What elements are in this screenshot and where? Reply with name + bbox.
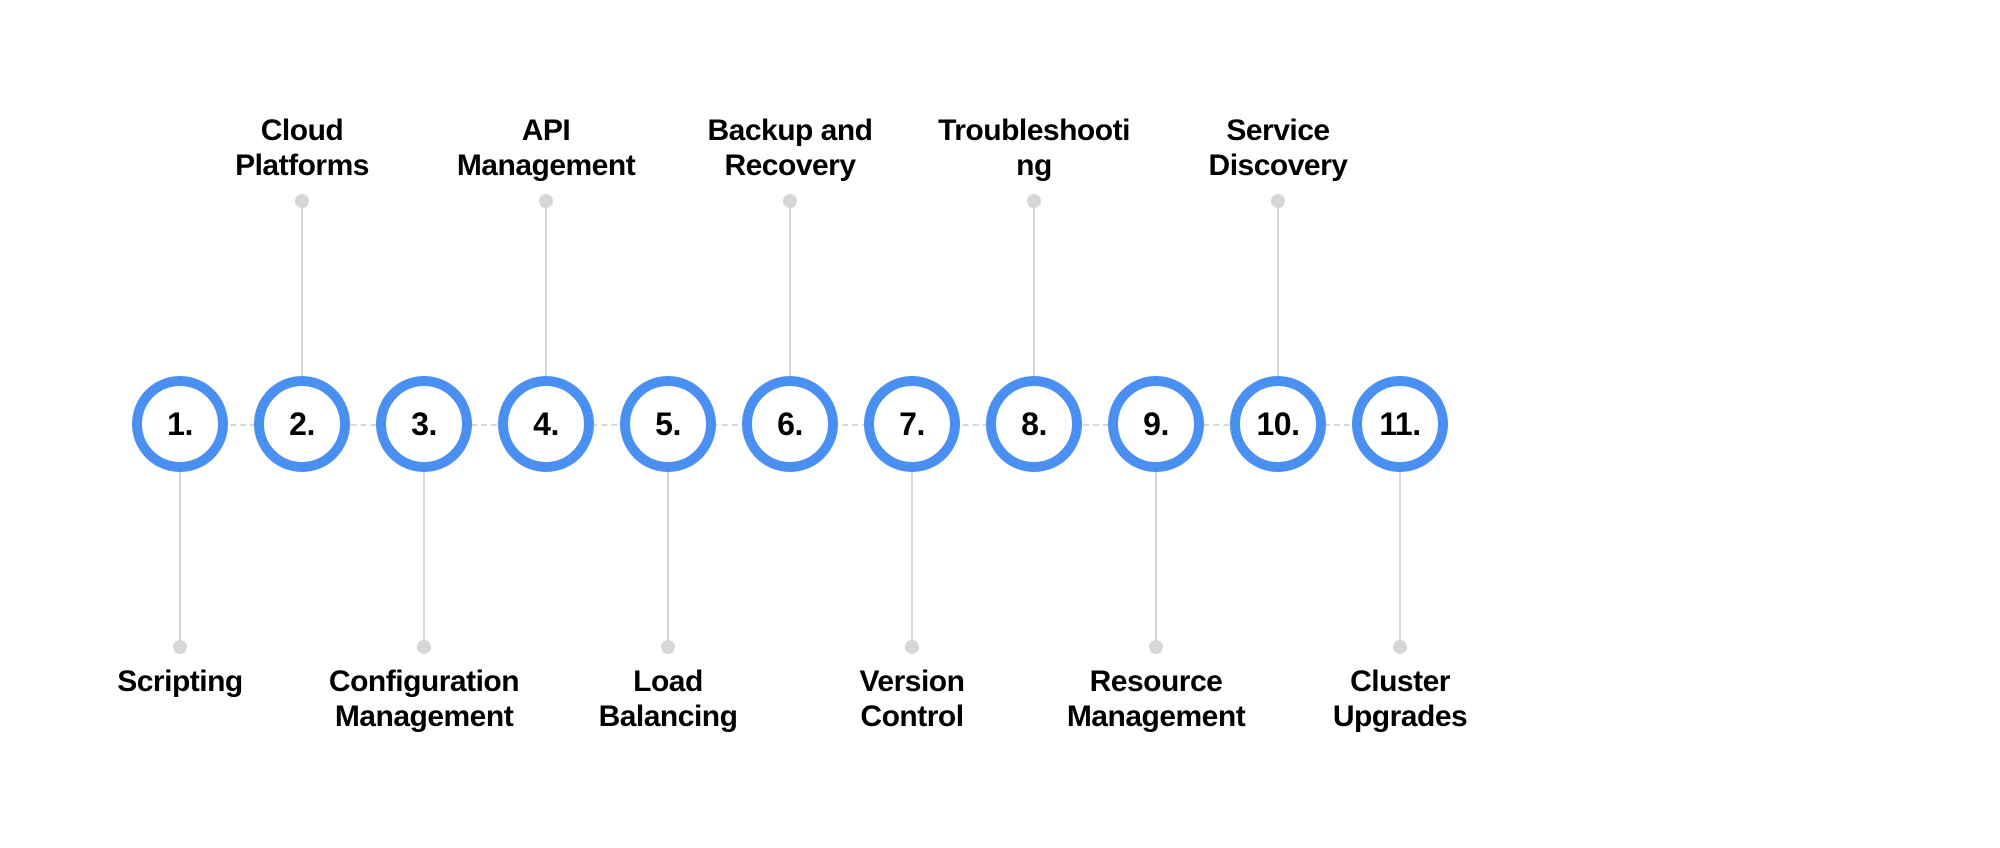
timeline-label: Backup and Recovery	[660, 114, 920, 183]
timeline-node-number: 5.	[655, 406, 681, 443]
timeline-label: Cluster Upgrades	[1270, 665, 1530, 734]
timeline-node-number: 6.	[777, 406, 803, 443]
timeline-dot	[661, 640, 675, 654]
timeline-node-number: 9.	[1143, 406, 1169, 443]
timeline-node-number: 2.	[289, 406, 315, 443]
timeline-node-number: 3.	[411, 406, 437, 443]
timeline-connector	[1155, 472, 1157, 647]
timeline-node-10: 10.	[1230, 376, 1326, 472]
timeline-node-number: 4.	[533, 406, 559, 443]
timeline-node-11: 11.	[1352, 376, 1448, 472]
timeline-dot	[173, 640, 187, 654]
timeline-dot	[417, 640, 431, 654]
timeline-node-3: 3.	[376, 376, 472, 472]
timeline-dot	[905, 640, 919, 654]
timeline-node-4: 4.	[498, 376, 594, 472]
timeline-node-number: 7.	[899, 406, 925, 443]
timeline-node-7: 7.	[864, 376, 960, 472]
timeline-node-2: 2.	[254, 376, 350, 472]
timeline-node-number: 8.	[1021, 406, 1047, 443]
timeline-connector	[423, 472, 425, 647]
timeline-node-6: 6.	[742, 376, 838, 472]
timeline-connector	[1277, 201, 1279, 376]
timeline-label: Service Discovery	[1148, 114, 1408, 183]
timeline-node-1: 1.	[132, 376, 228, 472]
timeline-connector	[1033, 201, 1035, 376]
timeline-connector	[545, 201, 547, 376]
timeline-connector	[1399, 472, 1401, 647]
timeline-dot	[295, 194, 309, 208]
timeline-connector	[911, 472, 913, 647]
timeline-dot	[1271, 194, 1285, 208]
timeline-diagram: 1. Scripting 2. Cloud Platforms 3. Configurat…	[0, 0, 2000, 848]
timeline-node-9: 9.	[1108, 376, 1204, 472]
timeline-dot	[1149, 640, 1163, 654]
timeline-connector	[179, 472, 181, 647]
timeline-label: API Management	[416, 114, 676, 183]
timeline-label: Troubleshooti ng	[904, 114, 1164, 183]
timeline-label: Version Control	[782, 665, 1042, 734]
timeline-node-8: 8.	[986, 376, 1082, 472]
timeline-node-5: 5.	[620, 376, 716, 472]
timeline-connector	[667, 472, 669, 647]
timeline-connector	[789, 201, 791, 376]
timeline-label: Configuration Management	[294, 665, 554, 734]
timeline-label: Cloud Platforms	[172, 114, 432, 183]
timeline-node-number: 1.	[167, 406, 193, 443]
timeline-connector	[301, 201, 303, 376]
timeline-dot	[783, 194, 797, 208]
timeline-dot	[1393, 640, 1407, 654]
timeline-label: Scripting	[50, 665, 310, 700]
timeline-dot	[1027, 194, 1041, 208]
timeline-node-number: 10.	[1257, 406, 1300, 443]
timeline-dot	[539, 194, 553, 208]
timeline-node-number: 11.	[1379, 406, 1420, 443]
timeline-label: Resource Management	[1026, 665, 1286, 734]
timeline-label: Load Balancing	[538, 665, 798, 734]
